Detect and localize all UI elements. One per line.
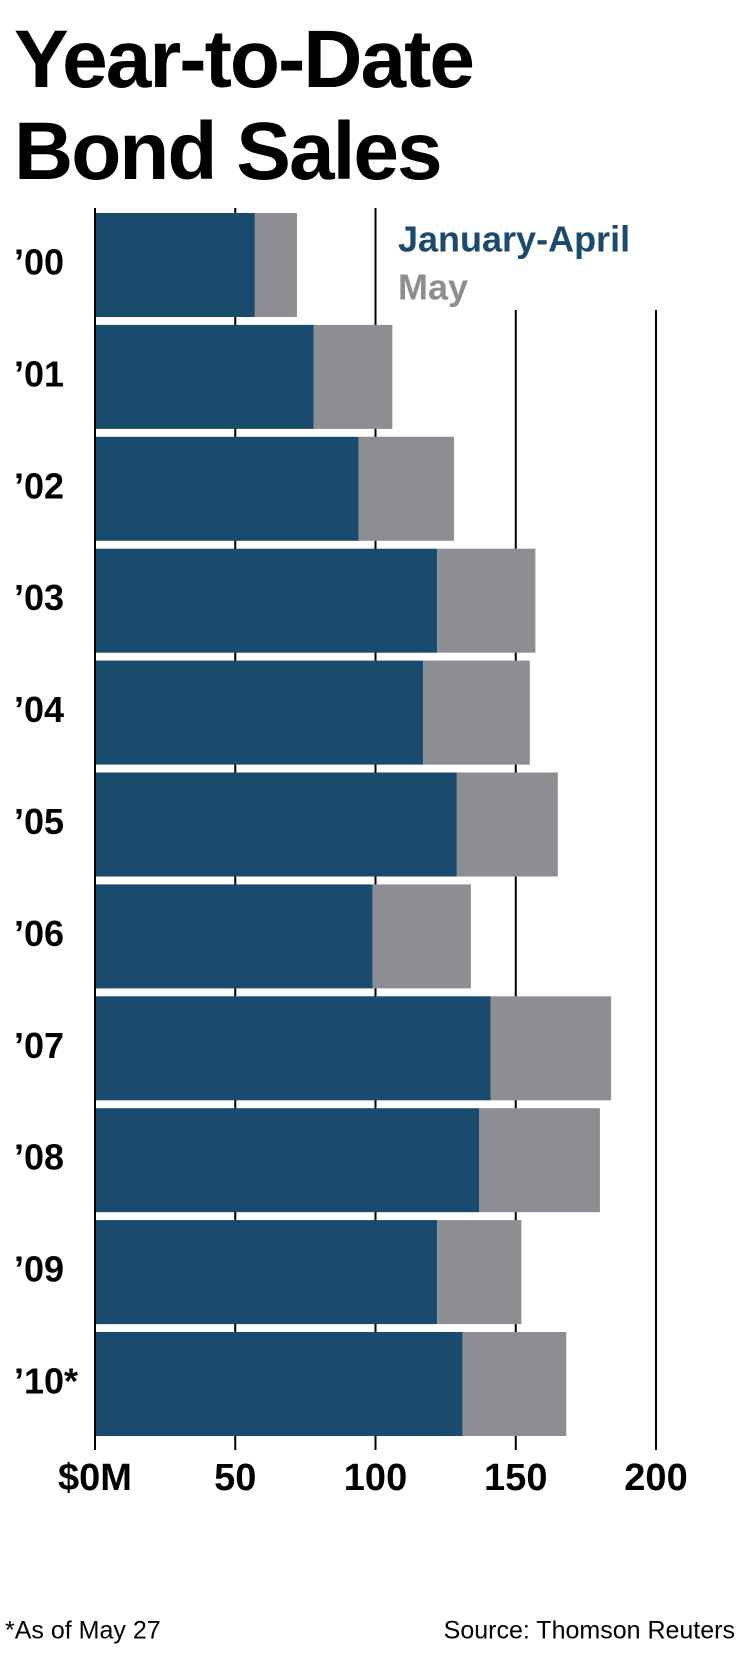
y-tick-label: ’09 xyxy=(14,1249,64,1290)
y-tick-label: ’01 xyxy=(14,353,64,394)
bar-segment xyxy=(95,324,314,429)
x-tick-label: 50 xyxy=(214,1457,256,1499)
y-tick-label: ’06 xyxy=(14,913,64,954)
bar-segment xyxy=(95,1108,480,1213)
footnote: *As of May 27 xyxy=(5,1617,161,1645)
bar-segment xyxy=(254,213,297,317)
y-tick-label: ’00 xyxy=(14,242,64,283)
legend-entry: January-April xyxy=(398,219,630,260)
bar-segment xyxy=(372,884,471,989)
x-tick-label: $0M xyxy=(58,1457,132,1499)
bar-segment xyxy=(490,996,612,1101)
x-tick-label: 100 xyxy=(344,1457,407,1499)
bar-segment xyxy=(423,660,530,765)
chart-title: Year-to-Date Bond Sales xyxy=(14,14,475,197)
bar-segment xyxy=(358,436,455,541)
bar-segment xyxy=(95,213,255,317)
legend-background xyxy=(390,206,690,310)
bar-segment xyxy=(462,1332,567,1436)
x-tick-label: 200 xyxy=(624,1457,687,1499)
bar-segment xyxy=(313,324,393,429)
bar-segment xyxy=(95,884,373,989)
y-tick-label: ’04 xyxy=(14,689,64,730)
source: Source: Thomson Reuters xyxy=(444,1617,735,1645)
y-tick-label: ’08 xyxy=(14,1137,64,1178)
y-tick-label: ’03 xyxy=(14,577,64,618)
bar-segment xyxy=(95,660,424,765)
bar-segment xyxy=(95,1220,438,1325)
bar-segment xyxy=(95,772,457,877)
bar-segment xyxy=(95,996,491,1101)
bar-segment xyxy=(456,772,558,877)
y-tick-label: ’05 xyxy=(14,801,64,842)
x-tick-label: 150 xyxy=(484,1457,547,1499)
bar-segment xyxy=(95,548,438,653)
bar-segment xyxy=(437,548,536,653)
y-tick-label: ’07 xyxy=(14,1025,64,1066)
y-tick-label: ’10* xyxy=(14,1361,78,1402)
bar-segment xyxy=(95,1332,463,1436)
y-tick-label: ’02 xyxy=(14,465,64,506)
bar-segment xyxy=(479,1108,600,1213)
bar-segment xyxy=(95,436,359,541)
legend-entry: May xyxy=(398,267,468,308)
bar-segment xyxy=(437,1220,522,1325)
